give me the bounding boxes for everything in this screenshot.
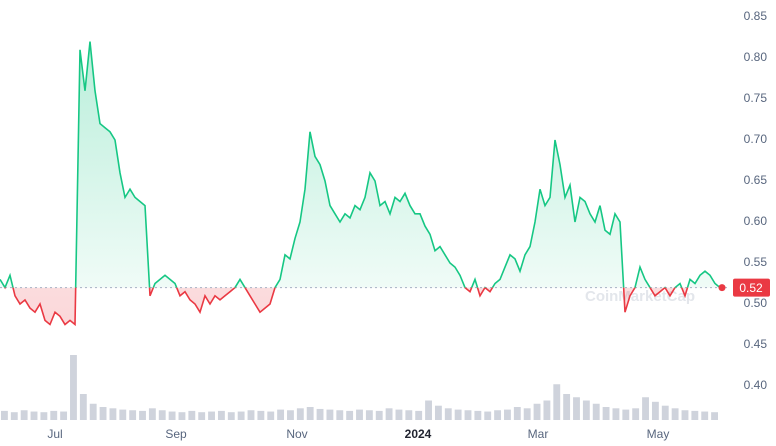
volume-bar xyxy=(375,410,383,420)
y-tick-label: 0.60 xyxy=(744,214,768,228)
x-tick-label: May xyxy=(647,427,670,441)
y-tick-label: 0.75 xyxy=(744,91,768,105)
volume-bar xyxy=(178,412,186,420)
volume-bar xyxy=(701,411,709,420)
volume-bar xyxy=(89,403,97,420)
volume-bar xyxy=(464,410,472,420)
volume-bar xyxy=(494,410,502,420)
volume-bar xyxy=(257,410,265,420)
volume-bar xyxy=(533,403,541,420)
volume-bar xyxy=(612,408,620,420)
area-up xyxy=(0,41,720,288)
volume-bar xyxy=(504,409,511,420)
y-tick-label: 0.65 xyxy=(744,173,768,187)
volume-bar xyxy=(129,410,137,420)
y-tick-label: 0.70 xyxy=(744,132,768,146)
volume-bar xyxy=(651,401,659,420)
volume-bar xyxy=(109,408,117,420)
y-tick-label: 0.85 xyxy=(744,9,768,23)
volume-bar xyxy=(267,411,275,420)
volume-bar xyxy=(287,410,294,420)
volume-bar xyxy=(632,408,640,420)
volume-bar xyxy=(484,411,492,420)
volume-bar xyxy=(563,394,571,420)
volume-bar xyxy=(326,409,334,420)
volume-bar xyxy=(1,410,8,420)
volume-bar xyxy=(434,405,442,420)
volume-bar xyxy=(20,410,28,420)
volume-bar xyxy=(158,410,166,420)
volume-bar xyxy=(217,410,225,420)
volume-bar xyxy=(119,409,127,420)
volume-bar xyxy=(168,411,176,420)
y-tick-label: 0.55 xyxy=(744,255,768,269)
volume-bar xyxy=(198,412,206,420)
volume-bar xyxy=(277,409,285,420)
y-tick-label: 0.50 xyxy=(744,296,768,310)
volume-bar xyxy=(711,412,718,420)
y-tick-label: 0.40 xyxy=(744,378,768,392)
volume-bar xyxy=(237,411,245,420)
volume-bar xyxy=(582,400,590,420)
volume-bar xyxy=(208,411,215,420)
volume-bar xyxy=(513,407,521,420)
volume-bar xyxy=(60,411,68,420)
volume-bar xyxy=(336,410,344,420)
volume-bar xyxy=(356,409,363,420)
volume-bar xyxy=(661,405,669,420)
volume-bar xyxy=(415,410,423,420)
x-tick-label: 2024 xyxy=(405,427,432,441)
volume-bar xyxy=(425,400,432,420)
volume-bar xyxy=(454,409,462,420)
volume-bar xyxy=(592,403,600,420)
volume-bar xyxy=(365,410,373,420)
volume-bar xyxy=(188,410,196,420)
volume-bar xyxy=(346,410,354,420)
volume-bar xyxy=(79,394,87,420)
volume-bar xyxy=(474,410,482,420)
volume-bar xyxy=(642,397,649,420)
volume-bar xyxy=(50,410,58,420)
x-tick-label: Nov xyxy=(286,427,307,441)
volume-bar xyxy=(671,408,679,420)
volume-bar xyxy=(385,408,393,420)
volume-bar xyxy=(395,409,403,420)
volume-bar xyxy=(296,408,304,420)
volume-bar xyxy=(306,407,314,420)
watermark: CoinMarketCap xyxy=(585,288,695,305)
volume-bar xyxy=(10,412,18,420)
volume-bar xyxy=(247,410,255,420)
volume-bar xyxy=(622,409,630,420)
volume-bar xyxy=(553,384,561,420)
price-tag-label: 0.52 xyxy=(739,281,763,295)
volume-bar xyxy=(691,410,699,420)
volume-bar xyxy=(139,410,146,420)
price-tag xyxy=(733,278,770,297)
x-tick-label: Sep xyxy=(165,427,187,441)
volume-bar xyxy=(70,355,77,420)
price-line-up xyxy=(0,41,721,288)
volume-bar xyxy=(573,397,580,420)
x-tick-label: Mar xyxy=(528,427,549,441)
y-tick-label: 0.80 xyxy=(744,50,768,64)
volume-bar xyxy=(227,412,235,420)
volume-bar xyxy=(148,408,156,420)
volume-bar xyxy=(543,400,551,420)
volume-bar xyxy=(405,410,413,420)
volume-bar xyxy=(30,411,38,420)
volume-bar xyxy=(602,407,610,420)
last-price-dot xyxy=(718,284,726,292)
volume-bar xyxy=(523,408,531,420)
x-tick-label: Jul xyxy=(47,427,62,441)
y-tick-label: 0.45 xyxy=(744,337,768,351)
volume-bar xyxy=(444,408,452,420)
volume-bar xyxy=(681,410,689,420)
volume-bar xyxy=(40,412,48,420)
volume-bar xyxy=(99,407,107,420)
volume-bar xyxy=(316,408,324,420)
